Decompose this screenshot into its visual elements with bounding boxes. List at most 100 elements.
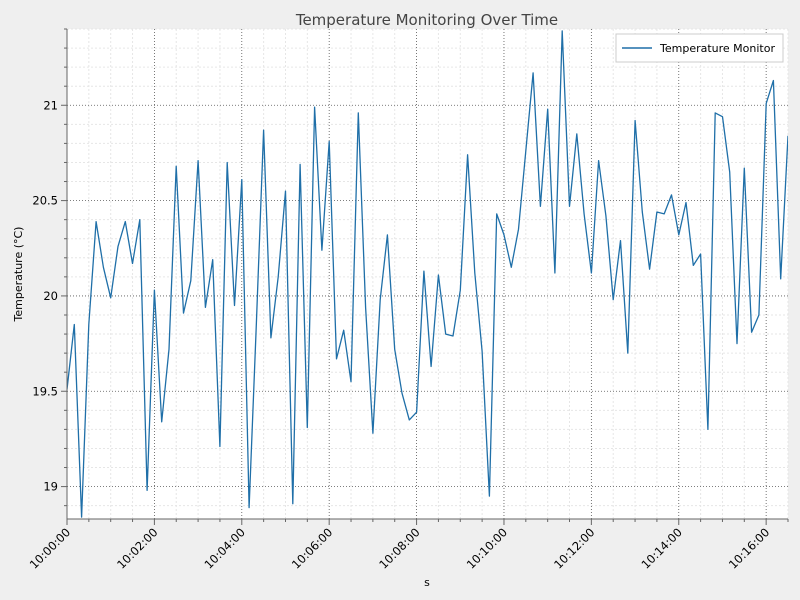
data-point [517,228,520,231]
data-point [371,432,374,435]
data-point [350,380,353,383]
major-grid [66,29,788,519]
chart-title: Temperature Monitoring Over Time [295,11,558,29]
data-point [481,350,484,353]
y-tick-label: 20 [43,289,58,303]
data-point [124,220,127,223]
y-ticks: 19 19.5 20 20.5 21 [32,28,67,507]
x-tick-label: 10:14:00 [638,525,684,571]
legend-label: Temperature Monitor [659,42,775,55]
data-point [495,212,498,215]
y-tick-label: 20.5 [32,194,58,208]
data-point [138,218,141,221]
data-point [757,314,760,317]
data-point [248,506,251,509]
data-point [590,272,593,275]
data-point [73,323,76,326]
data-point [393,348,396,351]
data-point [743,167,746,170]
data-point [284,190,287,193]
data-point [750,331,753,334]
data-point [721,115,724,118]
data-point [539,205,542,208]
y-tick-label: 21 [43,98,58,112]
data-point [255,321,258,324]
data-point [160,420,163,423]
data-point [787,134,790,137]
data-point [415,411,418,414]
data-point [473,272,476,275]
data-point [597,159,600,162]
data-point [109,296,112,299]
plot-area [67,29,788,519]
data-point [328,140,331,143]
data-point [401,392,404,395]
data-point [262,129,265,132]
data-point [532,71,535,74]
data-point [641,211,644,214]
data-point [95,220,98,223]
data-point [240,178,243,181]
data-point [728,171,731,174]
y-axis-label: Temperature (°C) [12,227,25,323]
data-point [568,205,571,208]
x-axis-label: s [424,576,430,589]
data-point [553,272,556,275]
data-point [211,258,214,261]
data-point [277,275,280,278]
data-point [153,289,156,292]
data-point [612,298,615,301]
data-point [437,274,440,277]
data-point [306,426,309,429]
data-point [379,298,382,301]
data-point [269,336,272,339]
data-point [575,132,578,135]
data-point [466,153,469,156]
data-point [714,111,717,114]
data-point [677,233,680,236]
data-point [197,159,200,162]
data-point [168,348,171,351]
data-point [189,279,192,282]
data-point [422,270,425,273]
x-tick-label: 10:00:00 [27,525,73,571]
data-point [510,266,513,269]
x-tick-label: 10:06:00 [289,525,335,571]
data-point [655,211,658,214]
data-point [291,502,294,505]
data-point [772,79,775,82]
data-point [233,304,236,307]
data-point [182,312,185,315]
data-point [692,264,695,267]
data-point [342,329,345,332]
data-point [561,29,564,32]
data-point [320,249,323,252]
data-point [430,365,433,368]
data-point [444,333,447,336]
data-point [634,119,637,122]
data-point [146,489,149,492]
data-point [386,233,389,236]
data-point [175,165,178,168]
data-point [364,306,367,309]
legend: Temperature Monitor [615,33,784,63]
data-point [706,428,709,431]
data-point [670,193,673,196]
data-point [779,277,782,280]
data-point [218,445,221,448]
data-point [546,108,549,111]
data-point [459,289,462,292]
series-line [67,30,788,518]
data-point [226,161,229,164]
data-point [313,106,316,109]
data-point [488,495,491,498]
data-point [87,323,90,326]
data-point [699,253,702,256]
data-point [619,239,622,242]
y-tick-label: 19 [43,480,58,494]
x-ticks: 10:00:00 10:02:00 10:04:00 10:06:00 10:08:00… [27,519,789,572]
data-point [524,150,527,153]
x-tick-label: 10:08:00 [376,525,422,571]
data-point [117,245,120,248]
